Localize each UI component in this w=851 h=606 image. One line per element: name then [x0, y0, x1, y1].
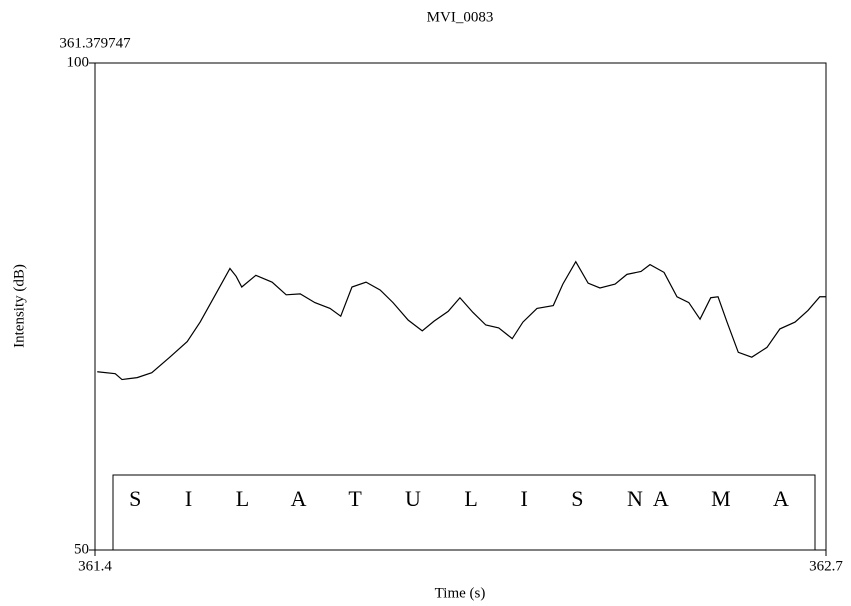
- plot-frame: [94, 62, 827, 551]
- annotation-text: S I L A T U L I S NA M A: [129, 486, 799, 511]
- annotation-box: [112, 474, 816, 551]
- y-tick-label: 100: [67, 54, 90, 70]
- x-tick-label: 362.7: [809, 558, 843, 574]
- y-tick-label: 50: [74, 541, 89, 557]
- y-axis-label: Intensity (dB): [11, 264, 27, 348]
- x-axis-label: Time (s): [435, 585, 486, 601]
- chart-title: MVI_0083: [427, 9, 494, 25]
- intensity-line: [97, 260, 826, 381]
- cursor-label: 361.379747: [59, 35, 131, 51]
- x-tick-label: 361.4: [78, 558, 112, 574]
